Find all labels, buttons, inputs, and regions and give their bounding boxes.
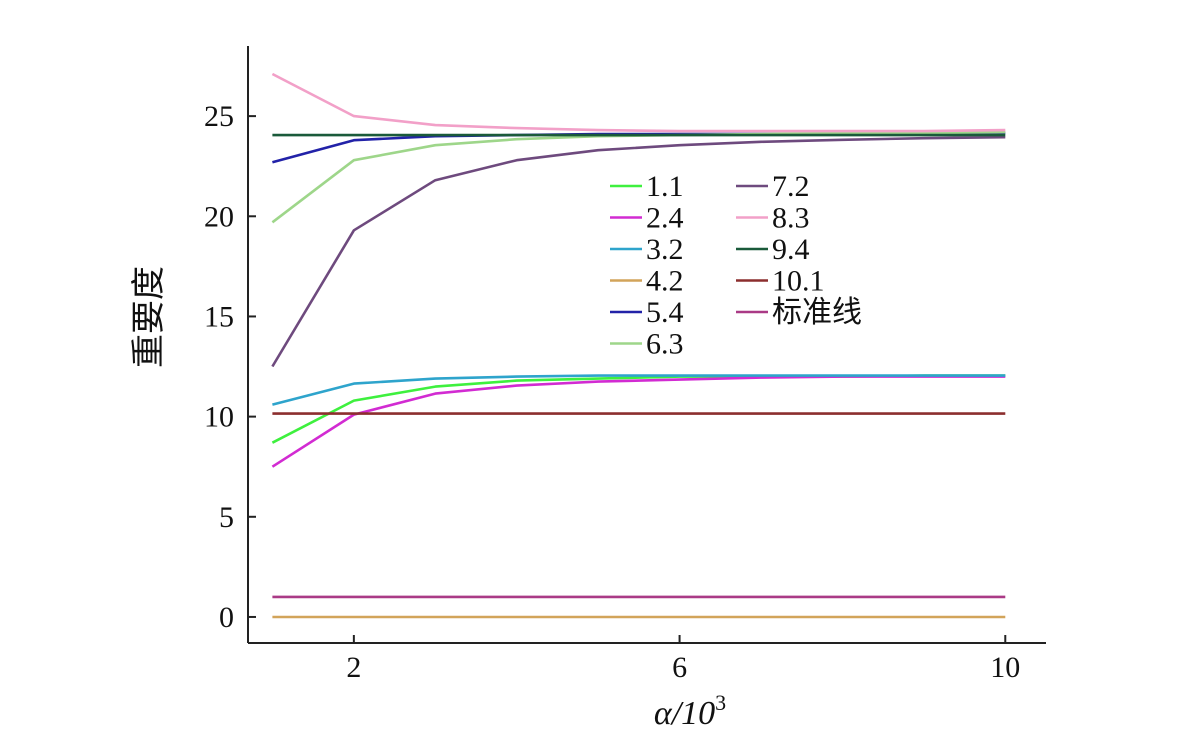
legend-label-9: 9.4	[772, 233, 810, 266]
x-axis-title: α/103	[654, 690, 726, 732]
x-tick-label: 6	[672, 651, 687, 684]
x-tick-label: 2	[346, 651, 361, 684]
series-line-7	[271, 135, 1006, 368]
series-line-8	[271, 72, 1006, 133]
x-axis-title-main: α/10	[654, 695, 715, 732]
series-group	[271, 72, 1006, 619]
series-line-2	[271, 375, 1006, 468]
y-tick-label: 15	[204, 300, 234, 333]
y-tick-label: 5	[219, 501, 234, 534]
legend-label-10: 10.1	[772, 265, 825, 298]
y-tick-label: 25	[204, 100, 234, 133]
y-axis-title: 重要度	[130, 266, 168, 368]
series-line-1	[271, 374, 1006, 444]
x-tick-label: 10	[990, 651, 1020, 684]
axes: 0 5 10 15 20 25 2 6 10	[204, 46, 1046, 684]
y-tick-label: 20	[204, 200, 234, 233]
x-axis-title-sup: 3	[715, 690, 726, 715]
series-line-6	[271, 130, 1006, 224]
legend-label-5: 5.4	[646, 296, 684, 329]
legend-label-7: 7.2	[772, 170, 810, 203]
legend-label-2: 2.4	[646, 202, 684, 235]
legend-label-11: 标准线	[772, 296, 862, 329]
y-tick-label: 10	[204, 401, 234, 434]
legend-label-6: 6.3	[646, 328, 684, 361]
legend-label-3: 3.2	[646, 233, 684, 266]
legend-label-4: 4.2	[646, 265, 684, 298]
series-line-3	[272, 374, 1006, 406]
legend-label-1: 1.1	[646, 170, 684, 203]
y-tick-label: 0	[219, 601, 234, 634]
legend-label-8: 8.3	[772, 202, 810, 235]
